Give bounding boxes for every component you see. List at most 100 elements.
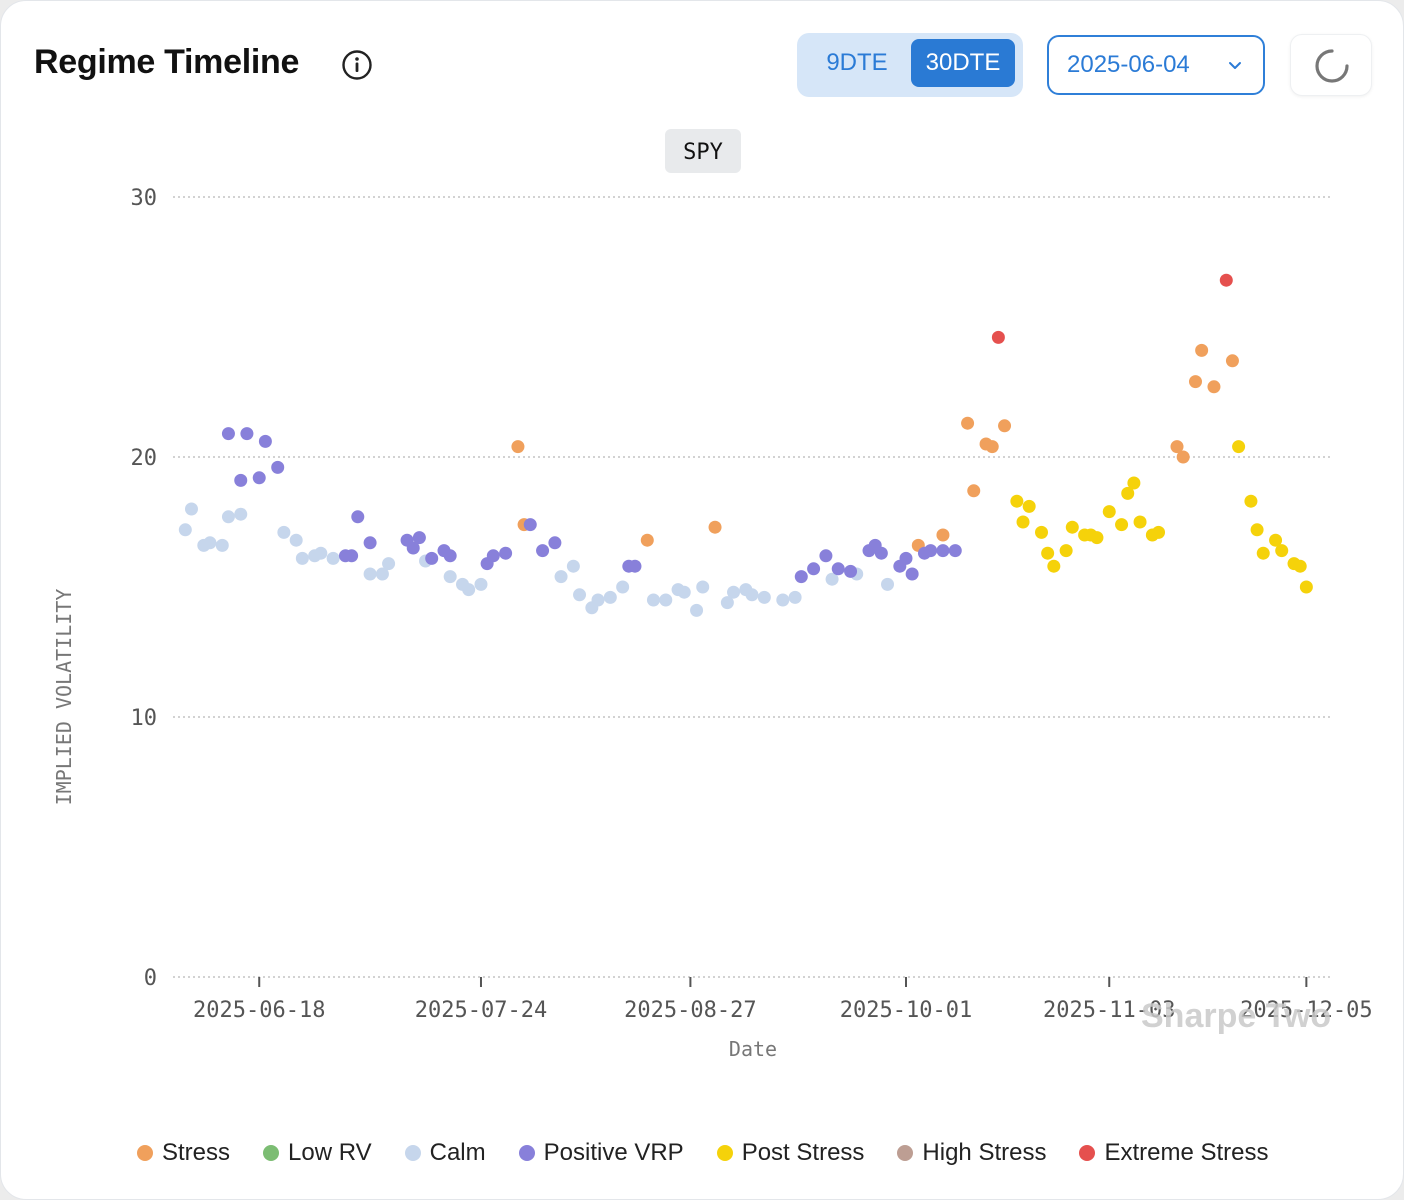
date-select[interactable]: 2025-06-04: [1047, 35, 1265, 95]
data-point[interactable]: Post Stress 2025-11-27: 17.2: [1250, 523, 1264, 537]
data-point[interactable]: Calm 2025-06-22: 17.1: [277, 525, 291, 539]
legend-item[interactable]: Extreme Stress: [1079, 1139, 1269, 1167]
data-point[interactable]: Post Stress 2025-11-28: 16.3: [1256, 546, 1270, 560]
data-point[interactable]: Post Stress 2025-10-23: 17.1: [1035, 525, 1048, 539]
data-point[interactable]: Stress 2025-10-15: 20.4: [985, 440, 999, 454]
data-point[interactable]: Calm 2025-08-21: 14.5: [646, 593, 660, 607]
data-point[interactable]: Positive VRP 2025-09-27: 16.3: [874, 546, 888, 560]
data-point[interactable]: Calm 2025-06-12: 16.6: [215, 538, 229, 552]
data-point[interactable]: Positive VRP 2025-06-19: 20.6: [258, 434, 272, 448]
data-point[interactable]: Calm 2025-08-23: 14.5: [659, 593, 673, 607]
data-point[interactable]: Positive VRP 2025-07-19: 16.2: [443, 549, 457, 563]
data-point[interactable]: Calm 2025-08-09: 14.7: [573, 588, 587, 602]
data-point[interactable]: Post Stress 2025-10-21: 18.1: [1022, 499, 1036, 513]
data-point[interactable]: Positive VRP 2025-08-03: 16.4: [536, 544, 550, 558]
data-point[interactable]: Calm 2025-07-08: 15.5: [375, 567, 389, 581]
data-point[interactable]: Calm 2025-08-26: 14.8: [677, 585, 691, 599]
data-point[interactable]: Calm 2025-09-02: 14.4: [720, 596, 734, 610]
data-point[interactable]: Post Stress 2025-11-30: 16.8: [1269, 533, 1283, 547]
data-point[interactable]: Stress 2025-07-30: 20.4: [511, 440, 525, 454]
data-point[interactable]: Calm 2025-07-09: 15.9: [382, 557, 396, 571]
data-point[interactable]: Calm 2025-08-14: 14.6: [603, 590, 617, 604]
data-point[interactable]: Stress 2025-10-12: 18.7: [967, 484, 981, 498]
data-point[interactable]: Stress 2025-11-14: 20.4: [1170, 440, 1184, 454]
data-point[interactable]: Calm 2025-06-10: 16.7: [203, 536, 217, 550]
data-point[interactable]: Positive VRP 2025-08-05: 16.7: [548, 536, 562, 550]
data-point[interactable]: Positive VRP 2025-06-15: 19.1: [234, 473, 248, 487]
data-point[interactable]: Calm 2025-08-08: 15.8: [566, 559, 580, 573]
data-point[interactable]: Positive VRP 2025-06-21: 19.6: [271, 460, 285, 474]
data-point[interactable]: Calm 2025-09-08: 14.6: [757, 590, 771, 604]
data-point[interactable]: Calm 2025-08-06: 15.4: [554, 570, 568, 584]
legend-item[interactable]: Calm: [404, 1139, 486, 1167]
info-icon[interactable]: [341, 49, 373, 81]
data-point[interactable]: Stress 2025-11-20: 22.7: [1207, 380, 1221, 394]
data-point[interactable]: Positive VRP 2025-07-26: 16.2: [486, 549, 500, 563]
data-point[interactable]: Positive VRP 2025-09-16: 15.7: [807, 562, 821, 576]
data-point[interactable]: Extreme Stress 2025-11-22: 26.8: [1219, 273, 1233, 287]
data-point[interactable]: Stress 2025-08-20: 16.8: [640, 533, 654, 547]
data-point[interactable]: Stress 2025-10-11: 21.3: [961, 416, 975, 430]
data-point[interactable]: Calm 2025-09-11: 14.5: [776, 593, 790, 607]
data-point[interactable]: Calm 2025-06-24: 16.8: [289, 533, 303, 547]
data-point[interactable]: Positive VRP 2025-09-14: 15.4: [794, 570, 808, 584]
data-point[interactable]: Calm 2025-08-16: 15: [616, 580, 630, 594]
data-point[interactable]: Calm 2025-08-12: 14.5: [591, 593, 605, 607]
refresh-button[interactable]: [1290, 34, 1372, 96]
data-point[interactable]: Stress 2025-11-17: 22.9: [1188, 375, 1202, 389]
data-point[interactable]: Positive VRP 2025-09-22: 15.6: [844, 564, 858, 578]
data-point[interactable]: Post Stress 2025-11-24: 20.4: [1232, 440, 1246, 454]
data-point[interactable]: Calm 2025-06-15: 17.8: [234, 507, 248, 521]
data-point[interactable]: Post Stress 2025-10-28: 17.3: [1065, 520, 1079, 534]
data-point[interactable]: Positive VRP 2025-06-18: 19.2: [252, 471, 266, 485]
data-point[interactable]: Positive VRP 2025-07-04: 17.7: [351, 510, 365, 524]
data-point[interactable]: Stress 2025-10-17: 21.2: [998, 419, 1012, 433]
legend-item[interactable]: Post Stress: [716, 1139, 864, 1167]
data-point[interactable]: Calm 2025-06-25: 16.1: [295, 551, 309, 565]
data-point[interactable]: Positive VRP 2025-06-16: 20.9: [240, 427, 254, 441]
data-point[interactable]: Positive VRP 2025-10-05: 16.4: [924, 544, 938, 558]
data-point[interactable]: Calm 2025-09-28: 15.1: [881, 577, 895, 591]
data-point[interactable]: Positive VRP 2025-07-06: 16.7: [363, 536, 377, 550]
data-point[interactable]: Post Stress 2025-10-27: 16.4: [1059, 544, 1073, 558]
data-point[interactable]: Positive VRP 2025-08-01: 17.4: [523, 518, 537, 532]
data-point[interactable]: Post Stress 2025-10-20: 17.5: [1016, 515, 1030, 529]
data-point[interactable]: Stress 2025-11-23: 23.7: [1225, 354, 1239, 368]
data-point[interactable]: Calm 2025-08-29: 15: [696, 580, 710, 594]
data-point[interactable]: Positive VRP 2025-10-07: 16.4: [936, 544, 950, 558]
data-point[interactable]: Post Stress 2025-12-01: 16.4: [1275, 544, 1289, 558]
data-point[interactable]: Stress 2025-08-31: 17.3: [708, 520, 722, 534]
data-point[interactable]: Stress 2025-11-18: 24.1: [1195, 343, 1209, 357]
legend-item[interactable]: Low RV: [263, 1139, 372, 1167]
data-point[interactable]: Positive VRP 2025-08-18: 15.8: [628, 559, 642, 573]
data-point[interactable]: Post Stress 2025-10-19: 18.3: [1010, 494, 1024, 508]
data-point[interactable]: Calm 2025-07-19: 15.4: [443, 570, 457, 584]
data-point[interactable]: Post Stress 2025-11-26: 18.3: [1244, 494, 1258, 508]
data-point[interactable]: Calm 2025-06-07: 18: [184, 502, 198, 516]
data-point[interactable]: Calm 2025-09-19: 15.3: [825, 572, 839, 586]
data-point[interactable]: Positive VRP 2025-10-09: 16.4: [948, 544, 962, 558]
data-point[interactable]: Post Stress 2025-12-05: 15: [1299, 580, 1313, 594]
data-point[interactable]: Post Stress 2025-11-05: 17.4: [1115, 518, 1129, 532]
data-point[interactable]: Calm 2025-07-22: 14.9: [462, 583, 476, 597]
data-point[interactable]: Post Stress 2025-11-08: 17.5: [1133, 515, 1147, 529]
data-point[interactable]: Post Stress 2025-11-07: 19: [1127, 476, 1141, 490]
data-point[interactable]: Positive VRP 2025-09-18: 16.2: [819, 549, 833, 563]
data-point[interactable]: Positive VRP 2025-07-16: 16.1: [425, 551, 439, 565]
data-point[interactable]: Positive VRP 2025-07-14: 16.9: [412, 531, 426, 545]
data-point[interactable]: Post Stress 2025-11-03: 17.9: [1102, 505, 1116, 519]
legend-item[interactable]: High Stress: [897, 1139, 1046, 1167]
data-point[interactable]: Calm 2025-06-28: 16.3: [314, 546, 328, 560]
data-point[interactable]: Post Stress 2025-10-24: 16.3: [1041, 546, 1055, 560]
data-point[interactable]: Calm 2025-06-06: 17.2: [178, 523, 192, 537]
data-point[interactable]: Calm 2025-09-13: 14.6: [788, 590, 802, 604]
data-point[interactable]: Positive VRP 2025-07-03: 16.2: [345, 549, 359, 563]
data-point[interactable]: Positive VRP 2025-07-28: 16.3: [499, 546, 513, 560]
data-point[interactable]: Post Stress 2025-10-25: 15.8: [1047, 559, 1061, 573]
data-point[interactable]: Calm 2025-07-24: 15.1: [474, 577, 488, 591]
data-point[interactable]: Positive VRP 2025-10-02: 15.5: [905, 567, 919, 581]
data-point[interactable]: Stress 2025-11-15: 20: [1176, 450, 1190, 464]
data-point[interactable]: Calm 2025-08-28: 14.1: [690, 603, 704, 617]
data-point[interactable]: Post Stress 2025-12-04: 15.8: [1293, 559, 1307, 573]
data-point[interactable]: Positive VRP 2025-07-13: 16.5: [406, 541, 420, 555]
